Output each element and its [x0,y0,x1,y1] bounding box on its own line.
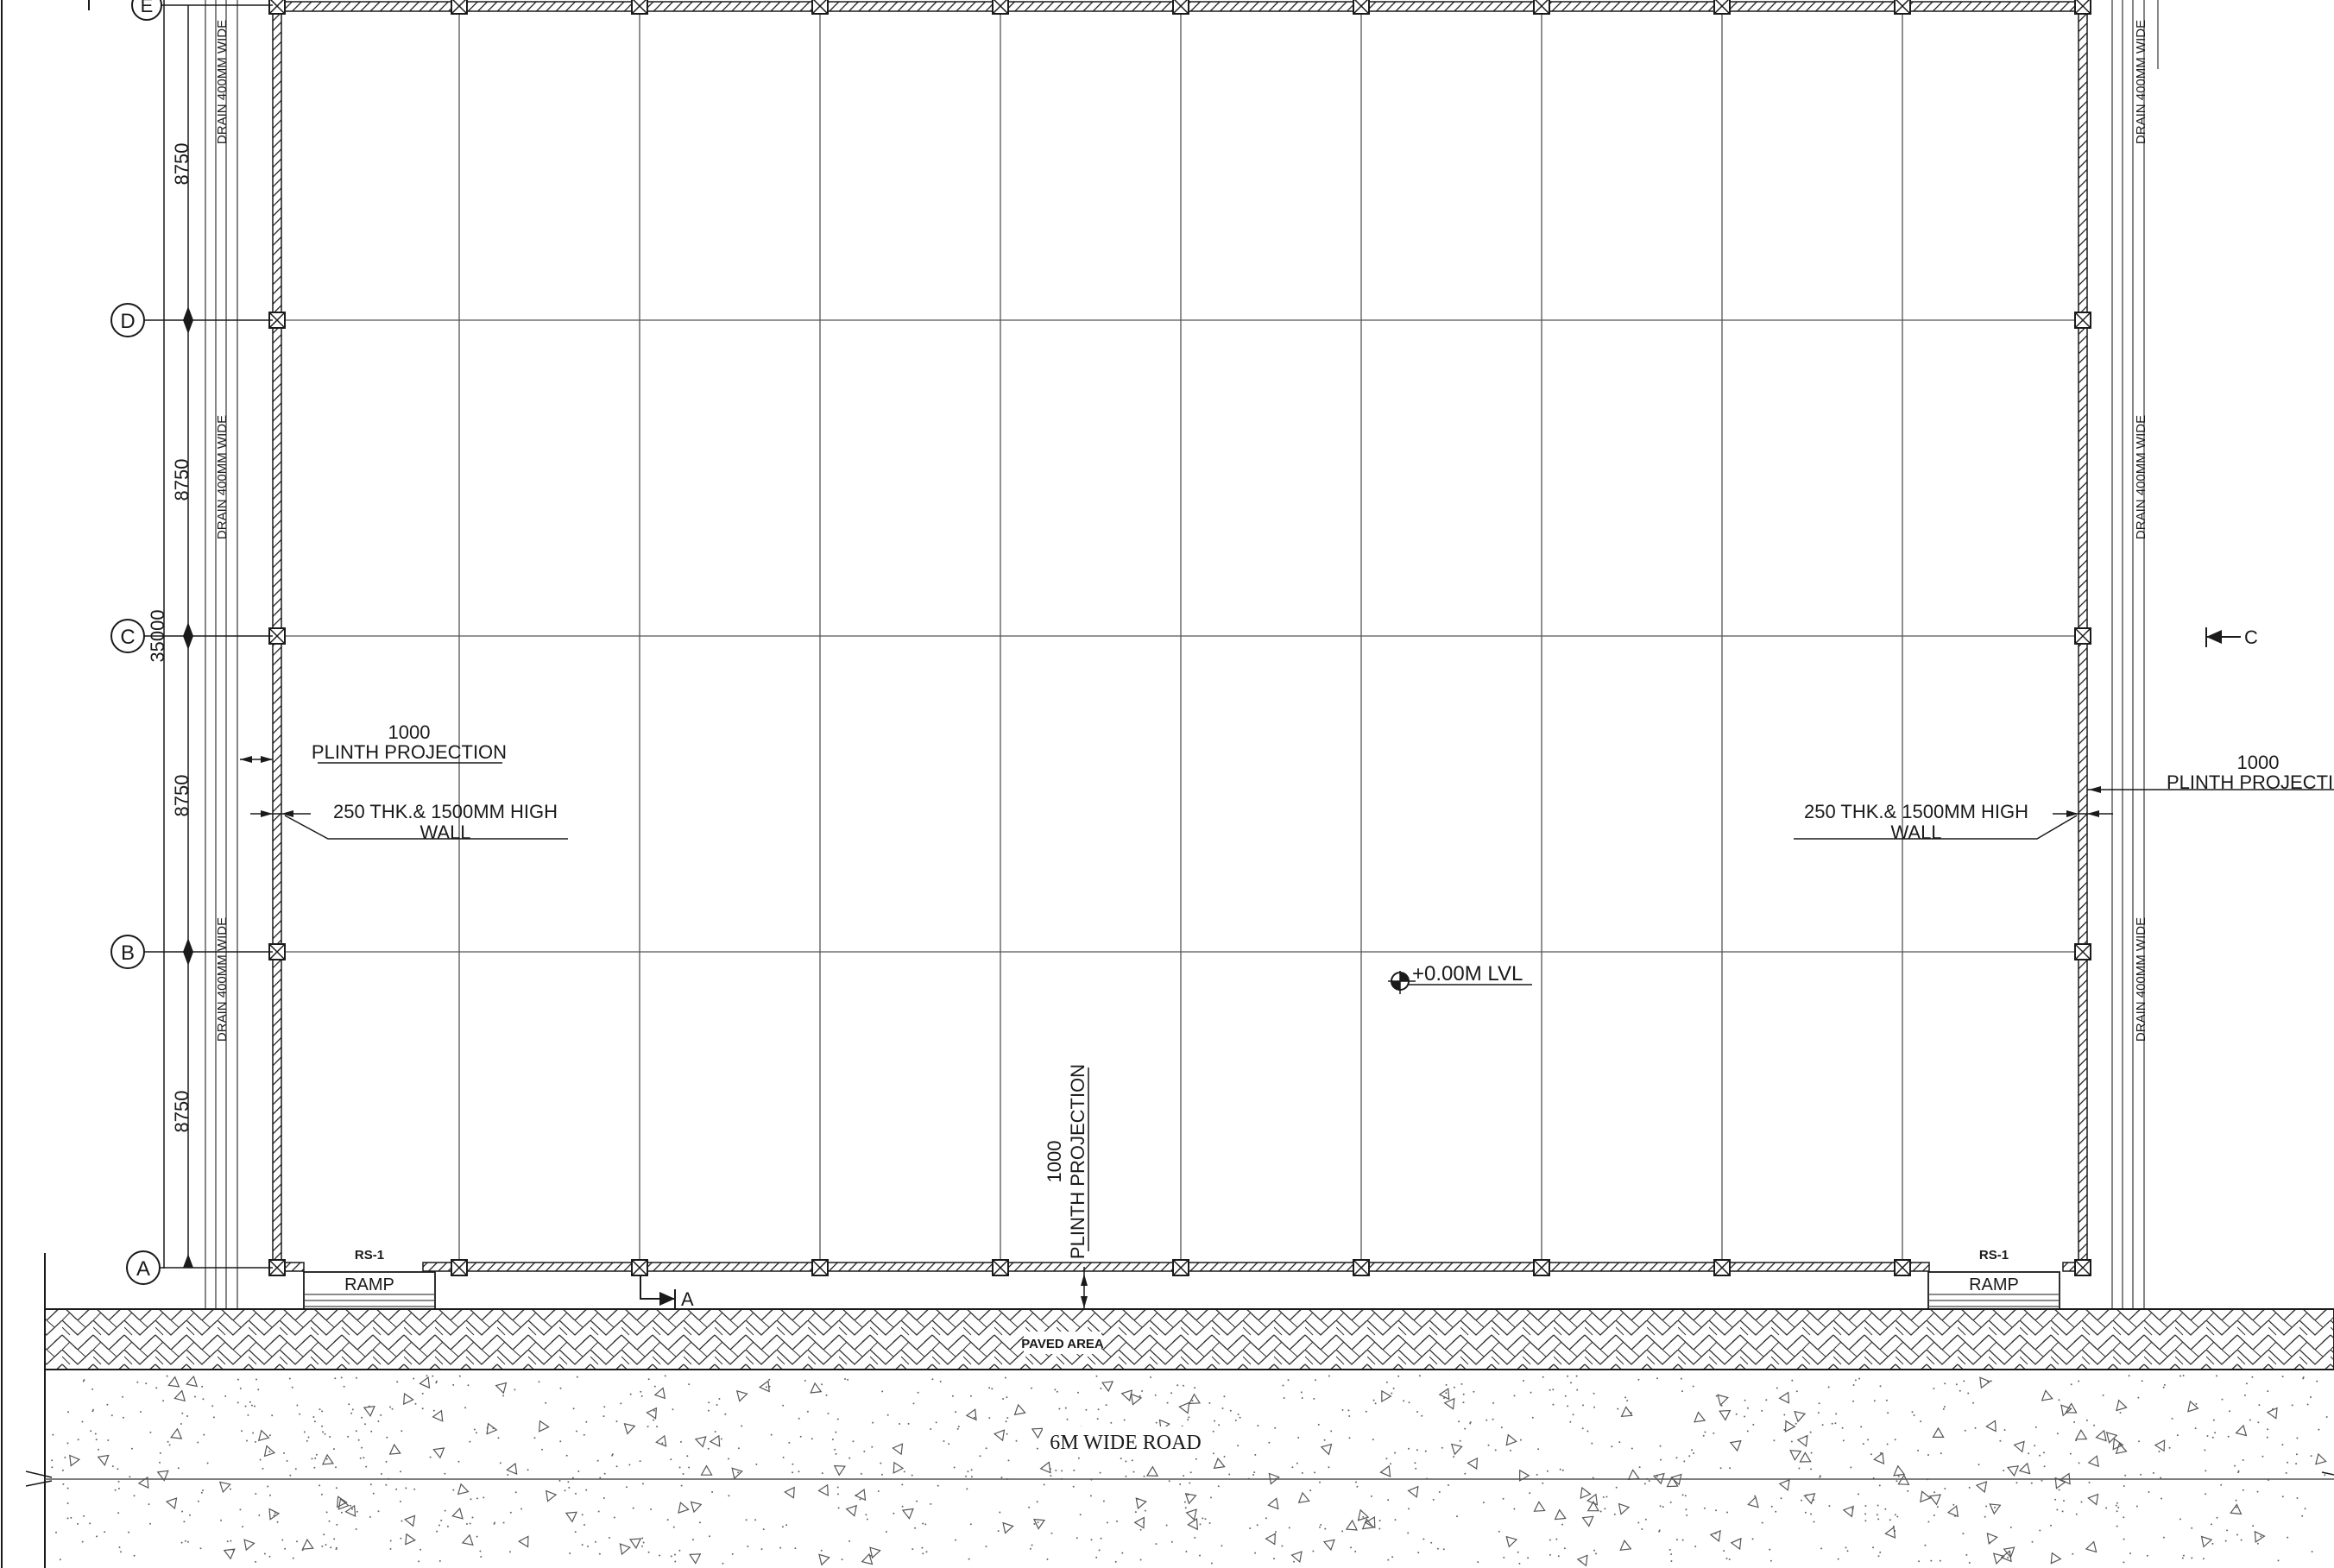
plinth-note-right: 1000 PLINTH PROJECTIO [2087,752,2334,793]
ramp-tag-right: RS-1 [1979,1248,2009,1263]
plinth-label-left: PLINTH PROJECTION [312,741,507,763]
grid-bubble-b: B [110,935,273,969]
plinth-value-bottom: 1000 [1044,1141,1065,1183]
plinth-note-left: 1000 PLINTH PROJECTION [240,721,507,764]
grid-label-a: A [136,1257,150,1281]
section-label-a: A [681,1288,694,1310]
grid-lines-horizontal [277,319,2083,953]
wall-note-left-line1: 250 THK.& 1500MM HIGH [333,801,558,822]
section-label-c: C [2244,627,2258,648]
grid-label-c: C [120,626,135,649]
paved-area: PAVED AREA [44,1308,2334,1370]
plinth-label-bottom: PLINTH PROJECTION [1067,1064,1088,1259]
right-drain [2111,0,2159,1310]
wall-note-right-line1: 250 THK.& 1500MM HIGH [1804,801,2028,822]
section-mark-a: A [640,1275,694,1310]
grid-label-b: B [121,941,135,965]
section-mark-c: C [2205,627,2258,648]
drain-label-right-1: DRAIN 400MM WIDE [2134,20,2148,144]
grid-bubble-c: C [110,619,273,653]
plinth-value-right: 1000 [2237,752,2280,773]
left-drain [205,0,238,1310]
drain-label-left-2: DRAIN 400MM WIDE [215,415,230,539]
grid-label-e: E [141,0,154,16]
drain-label-right-3: DRAIN 400MM WIDE [2134,917,2148,1042]
dim-bay-2: 8750 [171,459,192,501]
drain-label-right-2: DRAIN 400MM WIDE [2134,415,2148,539]
grid-bubble-d: D [110,303,273,337]
ramp-tag-left: RS-1 [355,1248,384,1263]
drain-labels: DRAIN 400MM WIDE DRAIN 400MM WIDE DRAIN … [215,20,2148,1042]
dimension-chain: 8750 8750 8750 8750 35000 [147,0,193,1269]
ramp-label-left: RAMP [344,1275,394,1294]
road-label: 6M WIDE ROAD [1050,1432,1202,1454]
ramp-label-right: RAMP [1969,1275,2019,1294]
drain-label-left-1: DRAIN 400MM WIDE [215,20,230,144]
dim-overall: 35000 [147,609,168,662]
plinth-note-bottom: 1000 PLINTH PROJECTION [1044,1064,1089,1312]
wall-note-right-line2: WALL [1890,822,1941,843]
plinth-value-left: 1000 [388,721,431,743]
dim-bay-1: 8750 [171,143,192,186]
level-label: +0.00M LVL [1412,962,1523,986]
wall-note-right: 250 THK.& 1500MM HIGH WALL [1794,801,2113,843]
columns [268,0,2091,1276]
paved-area-label: PAVED AREA [1021,1337,1104,1351]
grid-bubble-a: A [126,1250,273,1285]
level-mark: +0.00M LVL [1388,962,1532,994]
road: 6M WIDE ROAD [25,1375,2334,1567]
wall-note-left-line2: WALL [419,822,470,843]
dim-bay-4: 8750 [171,1091,192,1133]
grid-label-d: D [120,310,135,333]
wall-note-left: 250 THK.& 1500MM HIGH WALL [250,801,568,843]
drain-label-left-3: DRAIN 400MM WIDE [215,917,230,1042]
dim-bay-3: 8750 [171,775,192,817]
grid-bubble-e: E [131,0,273,21]
